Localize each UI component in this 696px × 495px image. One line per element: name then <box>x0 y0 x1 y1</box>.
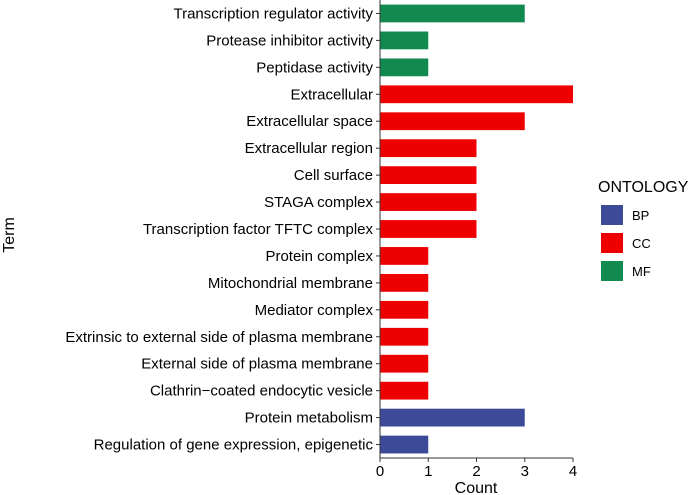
x-tick-label: 0 <box>376 463 384 480</box>
bar <box>380 247 429 265</box>
y-tick-label: Clathrin−coated endocytic vesicle <box>150 383 373 400</box>
y-tick-label: Protein metabolism <box>245 410 373 427</box>
legend-label: BP <box>632 208 649 223</box>
y-tick-label: Extracellular space <box>246 113 373 130</box>
bar <box>380 327 429 346</box>
legend-swatch <box>601 233 623 253</box>
bar <box>380 300 429 319</box>
bar <box>380 139 477 158</box>
y-tick-label: Protease inhibitor activity <box>206 32 373 49</box>
x-axis-title: Count <box>455 480 498 495</box>
legend-swatch <box>601 205 623 225</box>
bar <box>380 354 429 373</box>
x-tick-label: 1 <box>424 463 432 480</box>
legend: ONTOLOGY BP CC MF <box>598 179 689 281</box>
y-tick-label: Transcription regulator activity <box>173 5 373 22</box>
bar <box>380 381 429 400</box>
bars-group <box>380 4 573 454</box>
x-tick-label: 3 <box>521 463 529 480</box>
legend-title: ONTOLOGY <box>598 179 689 196</box>
x-tick-label: 4 <box>569 463 577 480</box>
y-tick-label: Mediator complex <box>255 302 374 319</box>
bar <box>380 85 573 104</box>
bar <box>380 435 429 454</box>
y-tick-label: Peptidase activity <box>256 59 373 76</box>
legend-swatch <box>601 261 623 281</box>
bar <box>380 220 477 238</box>
y-tick-label: Protein complex <box>265 248 373 265</box>
y-tick-label: Extrinsic to external side of plasma mem… <box>65 329 373 346</box>
x-tick-label: 2 <box>472 463 480 480</box>
bar <box>380 273 429 292</box>
bar <box>380 58 429 77</box>
bar <box>380 166 477 185</box>
y-tick-label: STAGA complex <box>264 194 373 211</box>
y-axis-title: Term <box>1 217 18 253</box>
bar <box>380 4 525 23</box>
y-tick-label: Mitochondrial membrane <box>208 275 373 292</box>
bar <box>380 112 525 131</box>
y-tick-label: Transcription factor TFTC complex <box>143 221 374 238</box>
bar <box>380 31 429 50</box>
y-axis: Transcription regulator activity Protease… <box>65 0 381 458</box>
legend-label: MF <box>632 264 651 279</box>
y-tick-label: Extracellular <box>290 86 373 103</box>
y-tick-label: Extracellular region <box>245 140 373 157</box>
bar <box>380 193 477 211</box>
legend-label: CC <box>632 236 651 251</box>
y-tick-label: Cell surface <box>294 167 373 184</box>
y-tick-label: External side of plasma membrane <box>141 356 373 373</box>
y-tick-label: Regulation of gene expression, epigeneti… <box>94 437 374 454</box>
x-axis: 0 1 2 3 4 <box>376 457 577 480</box>
bar <box>380 408 525 427</box>
